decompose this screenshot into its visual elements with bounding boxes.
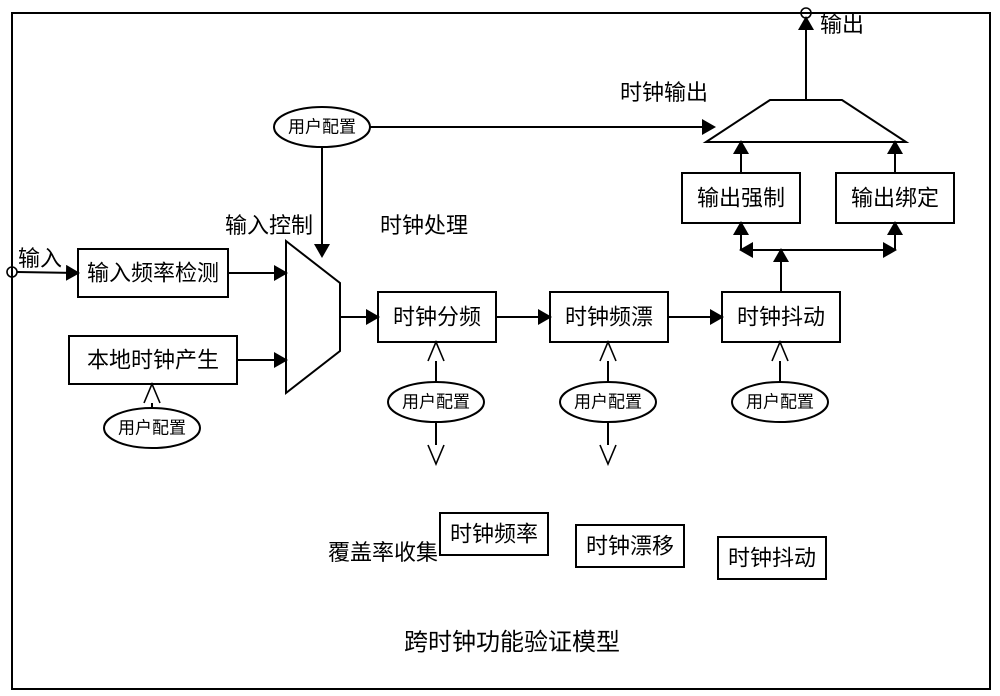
ellipse-cfg_local-label: 用户配置	[118, 419, 186, 438]
ellipse-cfg_div-label: 用户配置	[402, 393, 470, 412]
box-cov_drift-label: 时钟漂移	[586, 534, 674, 559]
diagram-stage: 输入频率检测本地时钟产生时钟分频时钟频漂时钟抖动输出强制输出绑定时钟频率时钟漂移…	[0, 0, 1000, 696]
label-coverage-collect: 覆盖率收集	[328, 540, 438, 565]
ellipse-cfg_top-label: 用户配置	[288, 118, 356, 137]
label-title: 跨时钟功能验证模型	[404, 629, 620, 656]
box-cov_freq-label: 时钟频率	[450, 522, 538, 547]
mux-right	[706, 100, 906, 142]
label-input-control: 输入控制	[225, 213, 313, 238]
label-output: 输出	[820, 12, 864, 37]
box-local_clock-label: 本地时钟产生	[87, 348, 219, 373]
mux-left	[286, 241, 340, 393]
box-freq_detect-label: 输入频率检测	[87, 261, 219, 286]
box-out_force-label: 输出强制	[697, 186, 785, 211]
diagram-svg: 输入频率检测本地时钟产生时钟分频时钟频漂时钟抖动输出强制输出绑定时钟频率时钟漂移…	[0, 0, 1000, 696]
ellipse-cfg_drift-label: 用户配置	[574, 393, 642, 412]
box-clock_jitter-label: 时钟抖动	[737, 305, 825, 330]
label-input: 输入	[18, 246, 62, 271]
ellipse-cfg_jitter-label: 用户配置	[746, 393, 814, 412]
box-clock_div-label: 时钟分频	[393, 305, 481, 330]
label-clock-output: 时钟输出	[620, 80, 708, 105]
box-clock_drift-label: 时钟频漂	[565, 305, 653, 330]
label-clock-process: 时钟处理	[380, 213, 468, 238]
box-out_bind-label: 输出绑定	[851, 186, 939, 211]
box-cov_jitter-label: 时钟抖动	[728, 546, 816, 571]
